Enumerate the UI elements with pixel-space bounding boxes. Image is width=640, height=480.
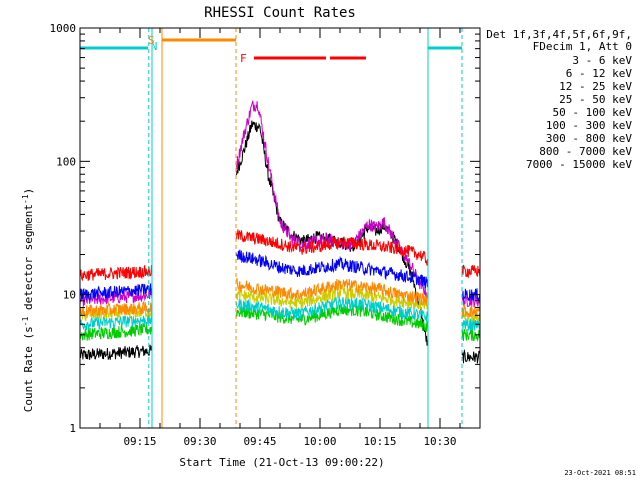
y-tick-label-3: 1000 xyxy=(50,22,77,35)
series-line-7-seg-2 xyxy=(461,304,481,319)
legend-entry-6: 300 - 800 keV xyxy=(546,132,632,145)
plot-frame xyxy=(79,27,481,429)
eclipse-label: N xyxy=(151,40,158,53)
legend-entry-4: 50 - 100 keV xyxy=(553,106,633,119)
x-tick-label-0: 09:15 xyxy=(123,435,156,448)
legend-entry-5: 100 - 300 keV xyxy=(546,119,632,132)
plot-area: NS F xyxy=(79,28,481,428)
legend-entry-7: 800 - 7000 keV xyxy=(539,145,632,158)
series-line-7-seg-0 xyxy=(79,300,153,318)
series-line-2-seg-2 xyxy=(461,328,481,343)
legend-entry-2: 12 - 25 keV xyxy=(559,80,632,93)
x-tick-label-3: 10:00 xyxy=(303,435,336,448)
legend-entry-1: 6 - 12 keV xyxy=(566,67,633,80)
series-line-6-seg-2 xyxy=(461,288,481,301)
series-line-5-seg-0 xyxy=(79,264,153,282)
legend-header-line-2: FDecim 1, Att 0 xyxy=(533,40,632,53)
timestamp: 23-Oct-2021 08:51 xyxy=(564,469,636,477)
legend-entry-3: 25 - 50 keV xyxy=(559,93,632,106)
chart-title: RHESSI Count Rates xyxy=(204,5,356,21)
series-line-6-seg-0 xyxy=(79,283,153,301)
x-tick-label-5: 10:30 xyxy=(423,435,456,448)
x-axis-label: Start Time (21-Oct-13 09:00:22) xyxy=(179,456,384,469)
legend-entry-0: 3 - 6 keV xyxy=(572,54,632,67)
legend-header-line-1: Det 1f,3f,4f,5f,6f,9f, xyxy=(486,28,632,41)
y-tick-label-2: 100 xyxy=(56,155,76,168)
legend: Det 1f,3f,4f,5f,6f,9f, FDecim 1, Att 0 3… xyxy=(486,28,632,171)
y-axis-label: Count Rate (s-1 detector segment-1) xyxy=(21,188,35,413)
axes: 1 10 100 1000 09:15 09:30 09:45 10:00 10:15 10:30 xyxy=(50,22,481,448)
series-line-5-seg-1 xyxy=(236,229,428,266)
series-line-5-seg-2 xyxy=(461,264,481,279)
marker-label-S: S xyxy=(148,34,155,47)
marker-label-F: F xyxy=(240,52,247,65)
series-line-0-seg-2 xyxy=(461,348,481,364)
series-line-1-seg-2 xyxy=(461,294,481,308)
y-tick-label-1: 10 xyxy=(63,289,76,302)
y-tick-label-0: 1 xyxy=(69,422,76,435)
series-line-6-seg-1 xyxy=(236,249,428,289)
x-tick-label-4: 10:15 xyxy=(363,435,396,448)
x-tick-label-2: 09:45 xyxy=(243,435,276,448)
series-line-3-seg-2 xyxy=(461,317,481,331)
series-line-7-seg-1 xyxy=(236,277,428,306)
x-tick-label-1: 09:30 xyxy=(183,435,216,448)
series-line-0-seg-0 xyxy=(79,344,153,360)
legend-entry-8: 7000 - 15000 keV xyxy=(526,158,632,171)
